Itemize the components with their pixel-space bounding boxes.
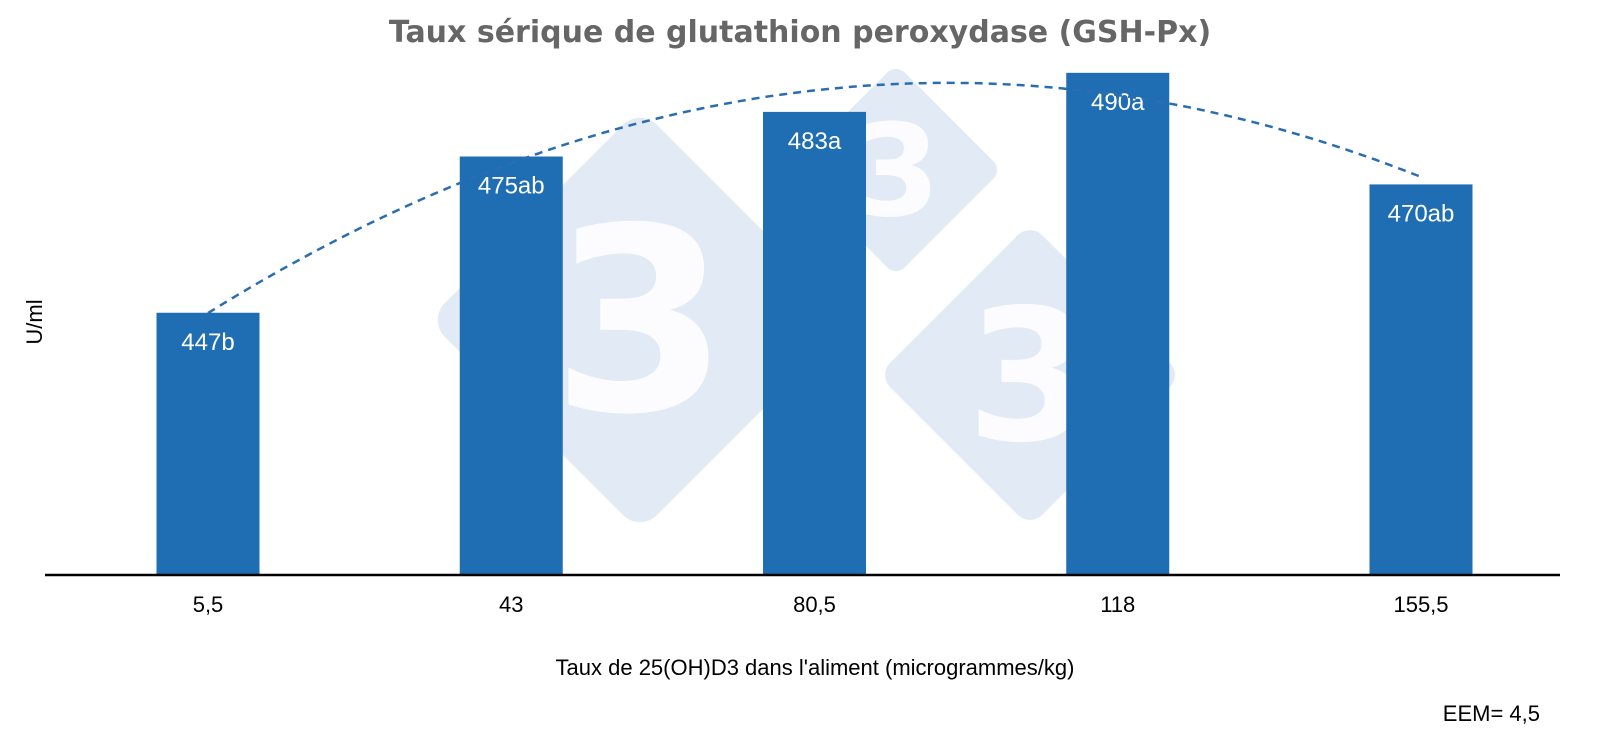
- eem-annotation: EEM= 4,5: [1443, 701, 1540, 726]
- watermark-text: 3: [852, 98, 941, 246]
- x-axis-label: Taux de 25(OH)D3 dans l'aliment (microgr…: [556, 655, 1075, 680]
- trendline: [207, 81, 1422, 315]
- x-tick-label: 80,5: [793, 592, 836, 617]
- bar: [1066, 72, 1170, 575]
- chart-title: Taux sérique de glutathion peroxydase (G…: [389, 15, 1211, 50]
- y-axis-label: U/ml: [22, 299, 47, 344]
- x-tick-label: 155,5: [1393, 592, 1448, 617]
- bar: [1369, 184, 1473, 575]
- bar-data-label: 483a: [788, 128, 842, 155]
- bar: [459, 156, 563, 575]
- x-tick-label: 118: [1100, 592, 1135, 617]
- x-tick-label: 5,5: [193, 592, 224, 617]
- x-tick-label: 43: [499, 592, 523, 617]
- bar-data-label: 490a: [1091, 89, 1145, 116]
- bar: [763, 111, 866, 576]
- bar: [156, 312, 260, 575]
- bar-data-label: 475ab: [478, 173, 545, 200]
- bar-data-label: 447b: [181, 329, 234, 356]
- watermark-text: 3: [551, 174, 728, 471]
- bar-data-label: 470ab: [1388, 200, 1455, 227]
